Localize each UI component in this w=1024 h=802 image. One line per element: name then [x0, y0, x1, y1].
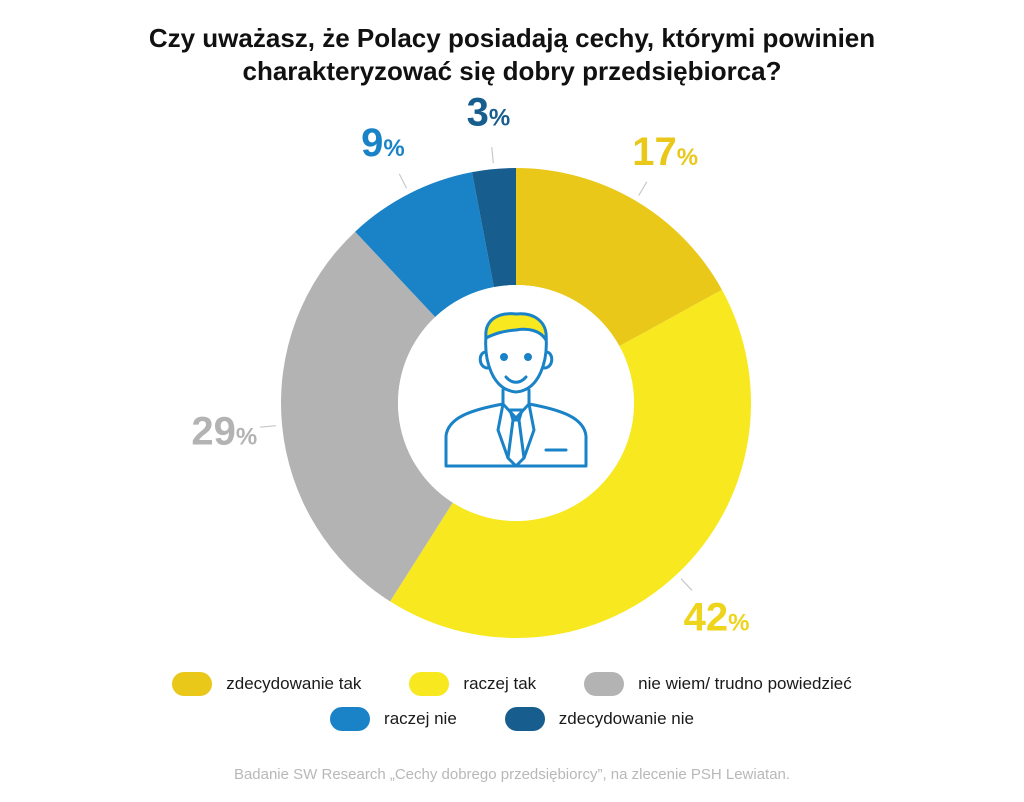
legend-label: zdecydowanie tak — [226, 674, 362, 693]
legend-swatch — [172, 672, 213, 696]
legend-swatch — [584, 672, 625, 696]
chart-title-line-2: charakteryzować się dobry przedsiębiorca… — [242, 56, 782, 86]
legend-label: raczej nie — [384, 709, 457, 728]
chart-title: Czy uważasz, że Polacy posiadają cechy, … — [0, 22, 1024, 88]
data-label-zdecydowanie-tak: 17% — [632, 130, 698, 174]
data-labels: 17% 42% 29% 9% 3% — [191, 90, 749, 639]
donut-hole — [398, 285, 634, 521]
leader-line-raczej-tak — [680, 578, 693, 591]
legend-item-zdecydowanie-tak: zdecydowanie tak — [172, 672, 361, 696]
slice-zdecydowanie-tak — [516, 168, 722, 347]
slice-zdecydowanie-nie — [471, 168, 516, 288]
leader-line-zdecydowanie-tak — [638, 181, 648, 196]
legend-row-2: raczej nie zdecydowanie nie — [0, 707, 1024, 731]
legend-swatch — [409, 672, 450, 696]
leader-lines — [260, 147, 693, 591]
legend-row-1: zdecydowanie tak raczej tak nie wiem/ tr… — [0, 672, 1024, 696]
legend-item-nie-wiem: nie wiem/ trudno powiedzieć — [584, 672, 852, 696]
data-label-nie-wiem-trudno-powiedzie: 29% — [191, 410, 257, 454]
legend-swatch — [504, 707, 545, 731]
leader-line-raczej-nie — [398, 173, 408, 189]
slice-raczej-nie — [355, 172, 494, 317]
chart-title-line-1: Czy uważasz, że Polacy posiadają cechy, … — [148, 23, 876, 53]
slice-raczej-tak — [390, 289, 751, 639]
legend-label: raczej tak — [463, 674, 537, 693]
leader-line-zdecydowanie-nie — [491, 147, 494, 164]
legend-label: zdecydowanie nie — [558, 709, 694, 728]
legend-item-raczej-nie: raczej nie — [330, 707, 457, 731]
data-label-zdecydowanie-nie: 3% — [467, 90, 511, 134]
legend-item-zdecydowanie-nie: zdecydowanie nie — [504, 707, 694, 731]
donut-chart: 17% 42% 29% 9% 3% — [191, 90, 751, 640]
legend-item-raczej-tak: raczej tak — [409, 672, 536, 696]
source-footnote: Badanie SW Research „Cechy dobrego przed… — [233, 766, 791, 783]
donut-slices — [281, 168, 751, 639]
legend-label: nie wiem/ trudno powiedzieć — [638, 674, 852, 693]
businessman-icon — [444, 312, 588, 468]
data-label-raczej-tak: 42% — [684, 596, 750, 640]
data-label-raczej-nie: 9% — [361, 121, 405, 165]
legend-swatch — [330, 707, 371, 731]
leader-line-nie-wiem-trudno-powiedzie — [260, 425, 277, 428]
slice-nie-wiem-trudno-powiedzie — [281, 231, 453, 602]
